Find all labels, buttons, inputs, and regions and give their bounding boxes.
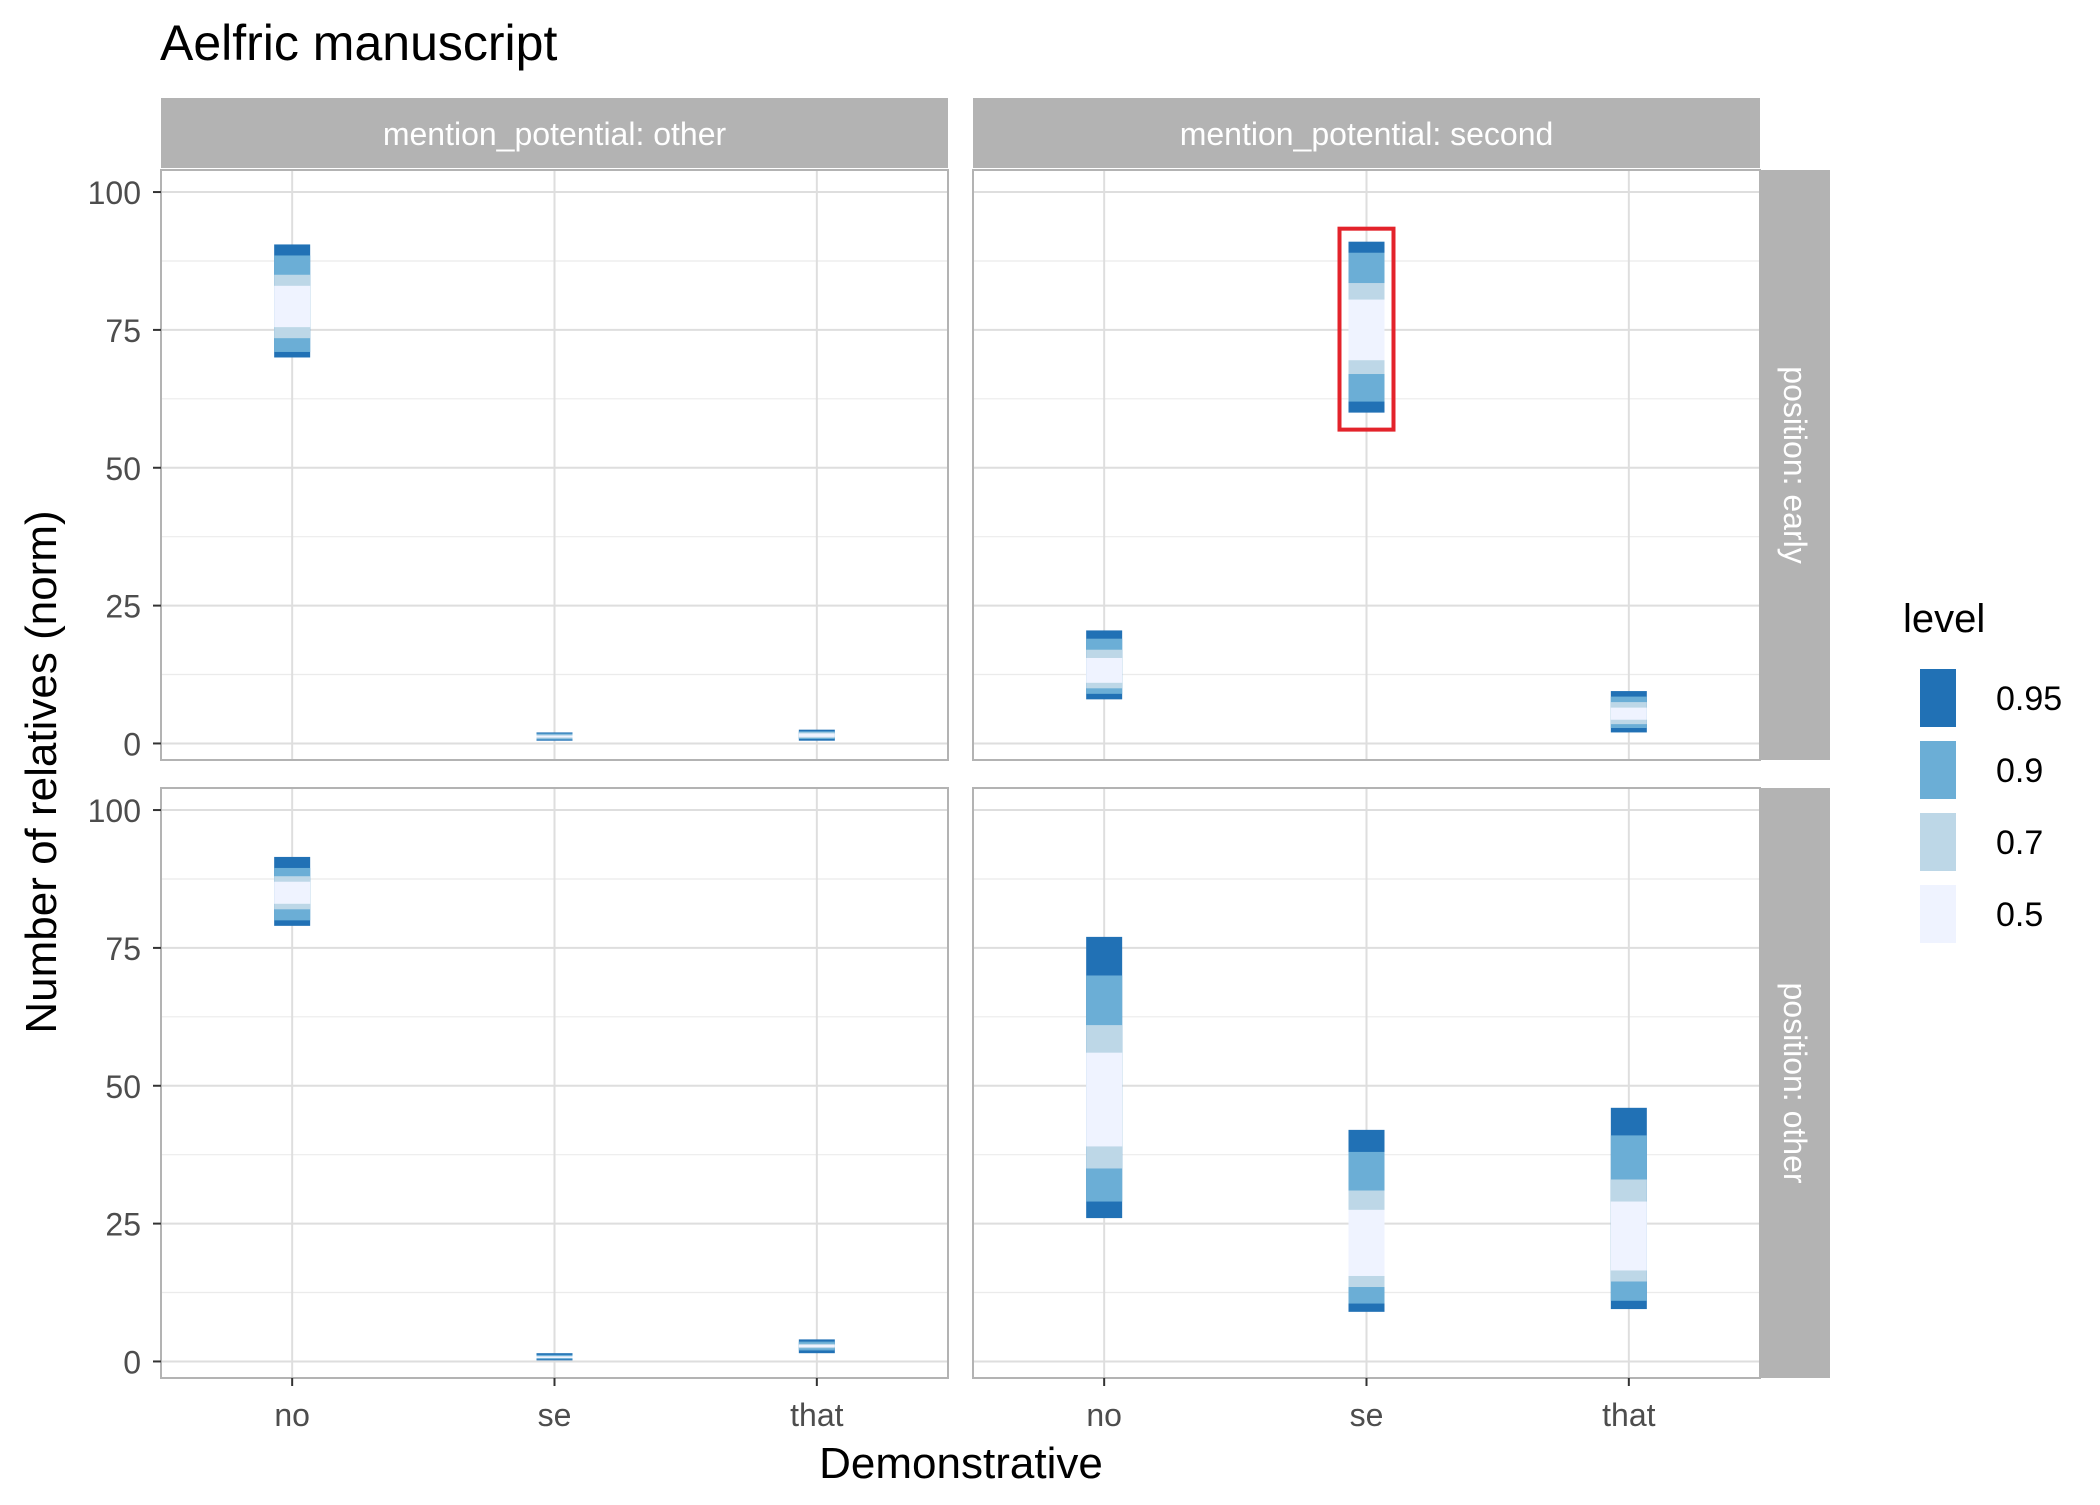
y-tick-label: 50 [105, 451, 141, 487]
panel: 0 25 50 75 100 no se that [88, 787, 949, 1433]
panel: no se that [972, 787, 1761, 1433]
y-tick-label: 25 [105, 589, 141, 625]
x-tick-label: no [274, 1397, 310, 1433]
interval-no-level-0_5 [274, 285, 311, 328]
y-axis-label: Number of relatives (norm) [17, 510, 66, 1033]
legend: level 0.95 0.9 0.7 0.5 [1903, 597, 2062, 943]
interval-se-level-0_5 [536, 1356, 573, 1358]
x-tick-label: that [790, 1397, 843, 1433]
panel: 0 25 50 75 100 [88, 169, 949, 762]
panel [972, 169, 1761, 761]
x-tick-label: se [538, 1397, 572, 1433]
interval-se-level-0_5 [536, 735, 573, 738]
y-tick-label: 0 [123, 1344, 141, 1380]
interval-that-level-0_5 [798, 1344, 835, 1348]
panel-border [972, 169, 1761, 761]
legend-label: 0.95 [1996, 680, 2062, 718]
y-tick-label: 100 [88, 175, 141, 211]
highlight-box [1337, 226, 1396, 432]
x-tick-label: that [1602, 1397, 1655, 1433]
panels: mention_potential: other mention_potentia… [88, 98, 1830, 1433]
interval-that-level-0_5 [1610, 707, 1647, 720]
chart-title: Aelfric manuscript [160, 15, 557, 71]
legend-label: 0.5 [1996, 896, 2043, 934]
y-tick-label: 75 [105, 931, 141, 967]
y-tick-label: 25 [105, 1207, 141, 1243]
legend-key [1920, 669, 1956, 727]
y-tick-label: 50 [105, 1069, 141, 1105]
column-strip [161, 98, 948, 168]
interval-that-level-0_5 [798, 733, 835, 737]
row-strip-label: position: early [1777, 366, 1813, 563]
legend-key [1920, 813, 1956, 871]
row-strip-label: position: other [1777, 982, 1813, 1183]
legend-title: level [1903, 597, 1985, 641]
x-tick-label: se [1350, 1397, 1384, 1433]
interval-se-level-0_5 [1348, 299, 1385, 361]
legend-label: 0.9 [1996, 752, 2043, 790]
legend-key [1920, 741, 1956, 799]
row-strip [1760, 788, 1830, 1378]
legend-label: 0.7 [1996, 824, 2043, 862]
x-axis-label: Demonstrative [819, 1439, 1103, 1488]
interval-se-level-0_5 [1348, 1209, 1385, 1276]
legend-key [1920, 885, 1956, 943]
row-strip [1760, 170, 1830, 760]
interval-that-level-0_5 [1610, 1201, 1647, 1271]
x-tick-label: no [1086, 1397, 1122, 1433]
column-strip [973, 98, 1760, 168]
column-strip-label: mention_potential: other [383, 116, 727, 152]
column-strip-label: mention_potential: second [1180, 116, 1554, 152]
y-tick-label: 100 [88, 793, 141, 829]
interval-no-level-0_5 [1086, 1052, 1123, 1147]
interval-no-level-0_5 [1086, 657, 1123, 683]
y-tick-label: 75 [105, 313, 141, 349]
panel-border [160, 169, 949, 761]
y-tick-label: 0 [123, 726, 141, 762]
interval-no-level-0_5 [274, 881, 311, 904]
